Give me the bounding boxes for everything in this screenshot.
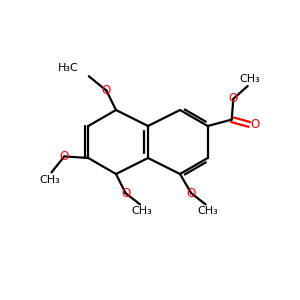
Text: H₃C: H₃C — [58, 63, 79, 73]
Text: O: O — [60, 150, 69, 163]
Text: CH₃: CH₃ — [239, 74, 260, 84]
Text: CH₃: CH₃ — [197, 206, 218, 216]
Text: O: O — [187, 187, 196, 200]
Text: CH₃: CH₃ — [39, 176, 60, 185]
Text: O: O — [121, 187, 130, 200]
Text: CH₃: CH₃ — [132, 206, 152, 216]
Text: O: O — [251, 118, 260, 131]
Text: O: O — [102, 84, 111, 97]
Text: O: O — [229, 92, 238, 105]
